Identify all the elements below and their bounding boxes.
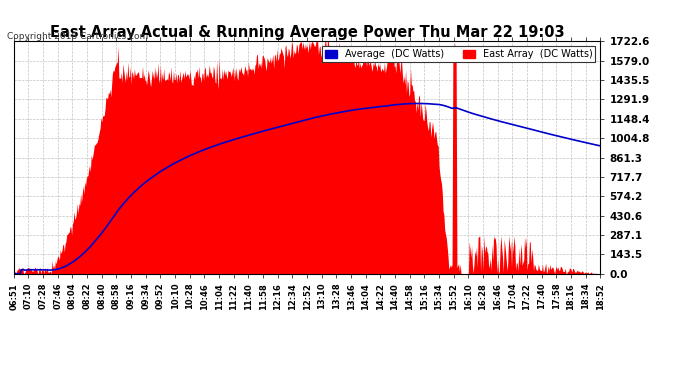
Legend: Average  (DC Watts), East Array  (DC Watts): Average (DC Watts), East Array (DC Watts… bbox=[322, 46, 595, 62]
Text: Copyright 2018 Cartronics.com: Copyright 2018 Cartronics.com bbox=[7, 32, 148, 41]
Title: East Array Actual & Running Average Power Thu Mar 22 19:03: East Array Actual & Running Average Powe… bbox=[50, 25, 564, 40]
